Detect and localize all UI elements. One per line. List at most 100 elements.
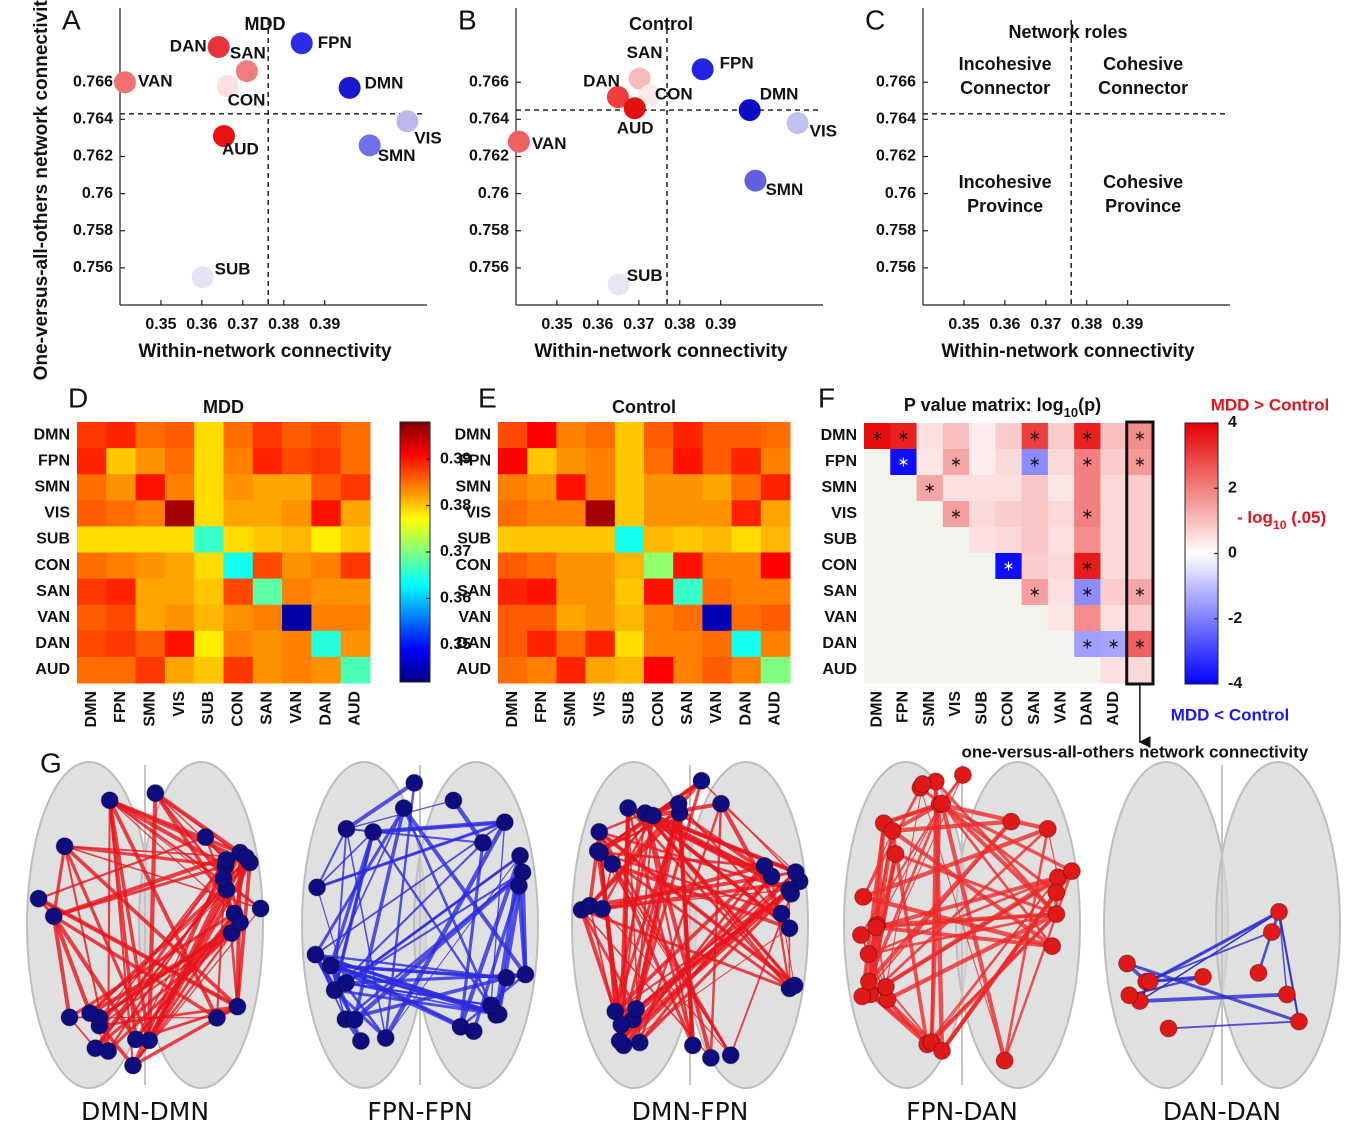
node: [81, 1004, 100, 1023]
point: [628, 67, 651, 90]
cell: [644, 656, 674, 684]
threshold-label-part: (.05): [1287, 509, 1327, 528]
cell: [760, 552, 791, 580]
cell: [77, 656, 107, 684]
edge: [860, 802, 943, 936]
cell: [673, 552, 703, 580]
cell: [1126, 605, 1154, 632]
point: [216, 74, 239, 97]
point-label: DAN: [583, 72, 620, 91]
x-axis-label: Within-network connectivity: [941, 341, 1195, 362]
edge: [635, 803, 680, 1010]
cell: [311, 552, 342, 580]
cell: [194, 526, 224, 553]
cell: [760, 500, 791, 527]
node: [237, 848, 256, 867]
cell: [916, 423, 944, 450]
edge: [709, 803, 723, 1058]
cell: [194, 630, 224, 658]
row-label: SMN: [821, 479, 857, 496]
edge: [490, 822, 506, 1006]
cell: [644, 526, 674, 553]
row-label: AUD: [822, 661, 857, 678]
colorbar-tick-label: 0.39: [440, 450, 471, 467]
x-tick-label: 0.36: [186, 316, 217, 333]
edge: [580, 909, 638, 1010]
empty-cell: [864, 449, 891, 476]
edge: [1168, 1020, 1299, 1030]
edge: [63, 845, 151, 1041]
cell: [252, 448, 283, 475]
cell: [282, 448, 312, 475]
cell: [614, 578, 645, 606]
node: [337, 819, 356, 838]
cell: [673, 604, 703, 632]
cell: [556, 578, 587, 606]
empty-cell: [916, 631, 944, 658]
row-label: CON: [821, 557, 857, 574]
edge: [1139, 992, 1287, 1003]
column-label: VIS: [591, 691, 608, 717]
point-label: SAN: [230, 44, 266, 63]
cell: [969, 501, 996, 528]
cell: [556, 656, 587, 684]
cell: [340, 630, 371, 658]
column-label: DAN: [317, 691, 334, 726]
node: [913, 775, 932, 794]
node: [786, 863, 805, 882]
edge: [1149, 976, 1204, 983]
cell: [673, 630, 703, 658]
node: [883, 821, 902, 840]
chart-title-part: 10: [1064, 405, 1078, 420]
cell: [77, 448, 107, 475]
column-label: DMN: [83, 691, 100, 727]
point-label: SMN: [378, 146, 416, 165]
hemisphere: [955, 761, 1081, 1089]
cell: [77, 552, 107, 580]
cell: [311, 422, 342, 449]
edge: [52, 914, 218, 1020]
edge: [1149, 911, 1280, 982]
cell: [252, 656, 283, 684]
cell: [527, 526, 557, 553]
cell: [223, 630, 254, 658]
cell: [995, 449, 1023, 476]
column-label: SAN: [1026, 691, 1043, 725]
cell: [282, 630, 312, 658]
edge: [89, 889, 227, 1014]
node: [1249, 963, 1268, 982]
cell: [340, 552, 371, 580]
cell: [556, 526, 587, 553]
edge: [107, 931, 233, 1053]
cell: [527, 500, 557, 527]
node: [228, 997, 247, 1016]
x-tick-label: 0.39: [705, 316, 736, 333]
cell: [527, 474, 557, 501]
lower-label: MDD < Control: [1171, 705, 1290, 724]
colorbar: [399, 421, 431, 683]
y-tick-label: 0.764: [73, 111, 113, 128]
edge: [626, 807, 695, 1046]
significance-star: [1083, 431, 1092, 441]
point-label: DMN: [760, 85, 799, 104]
cell: [1100, 527, 1128, 554]
edge: [353, 870, 525, 1022]
cell: [77, 500, 107, 527]
node: [336, 974, 355, 993]
cell: [760, 448, 791, 475]
edge: [1278, 911, 1300, 1022]
cell: [223, 422, 254, 449]
cell: [585, 552, 616, 580]
empty-cell: [864, 631, 891, 658]
cell: [223, 526, 254, 553]
edge: [154, 791, 248, 860]
cell: [340, 578, 371, 606]
significance-star: [1135, 431, 1145, 441]
chart-title: MDD: [203, 397, 244, 417]
empty-cell: [890, 579, 918, 606]
cell: [556, 604, 587, 632]
cell: [498, 422, 528, 449]
node: [859, 945, 878, 964]
edge: [345, 982, 499, 1016]
node: [610, 1031, 629, 1050]
